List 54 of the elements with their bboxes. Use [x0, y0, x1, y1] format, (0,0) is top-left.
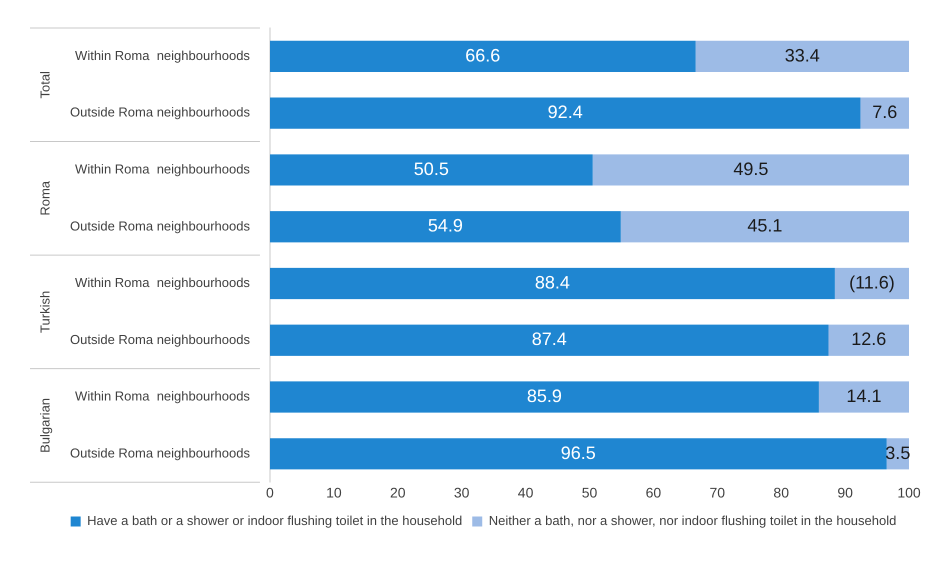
x-tick-label: 70 [709, 484, 726, 500]
bar [270, 381, 819, 413]
y-tick-label: Within Roma neighbourhoods [75, 48, 250, 63]
data-label: 92.4 [548, 102, 583, 122]
bar [592, 154, 909, 186]
x-tick-label: 30 [454, 484, 470, 500]
data-label: 87.4 [532, 329, 567, 350]
bar [818, 381, 909, 413]
x-tick-label: 40 [518, 484, 534, 500]
text: Roma [38, 180, 53, 216]
data-label: 33.4 [784, 45, 820, 66]
x-tick-label: 10 [326, 484, 342, 500]
data-label: 66.6 [465, 45, 500, 66]
x-tick-label: 60 [646, 484, 662, 500]
bar [270, 154, 593, 186]
x-tick-label: 80 [773, 484, 790, 500]
legend-label: Neither a bath, nor a shower, nor indoor flushing toilet in the household [488, 513, 896, 528]
data-label: 7.6 [872, 102, 898, 122]
data-label: 96.5 [560, 442, 596, 463]
data-label: 14.1 [846, 386, 882, 406]
data-label: (11.6) [849, 272, 895, 292]
legend-label: Have a bath or a shower or indoor flushing toilet in the household [87, 513, 462, 528]
data-label: 50.5 [414, 158, 449, 179]
data-label: 12.6 [851, 329, 886, 350]
y-tick-label: Outside Roma neighbourhoods [70, 218, 250, 234]
x-tick-label: 100 [897, 484, 921, 500]
text: Total [38, 70, 53, 99]
bar [620, 211, 909, 242]
y-tick-label: Outside Roma neighbourhoods [70, 104, 250, 120]
data-label: 88.4 [534, 272, 570, 292]
bar [270, 438, 887, 470]
bar [860, 98, 909, 129]
x-tick-label: 90 [837, 484, 854, 500]
y-tick-label: Within Roma neighbourhoods [75, 162, 250, 177]
bar [270, 98, 860, 129]
y-tick-label: Outside Roma neighbourhoods [70, 445, 250, 460]
y-tick-label: Outside Roma neighbourhoods [70, 332, 250, 347]
x-tick-label: 50 [582, 484, 598, 500]
bar [270, 324, 828, 356]
y-tick-label: Within Roma neighbourhoods [75, 275, 250, 290]
data-label: 85.9 [526, 386, 562, 406]
bar [270, 40, 696, 72]
y-tick-label: Within Roma neighbourhoods [75, 388, 250, 404]
data-label: 54.9 [428, 216, 463, 236]
text: Bulgarian [38, 398, 53, 453]
bar [270, 211, 621, 242]
data-label: 49.5 [733, 158, 768, 179]
bar [696, 40, 909, 72]
x-tick-label: 0 [266, 484, 274, 500]
text: Turkish [38, 290, 53, 333]
bar [828, 324, 909, 356]
bar [270, 268, 835, 300]
data-label: 45.1 [747, 216, 782, 236]
x-tick-label: 20 [390, 484, 406, 500]
